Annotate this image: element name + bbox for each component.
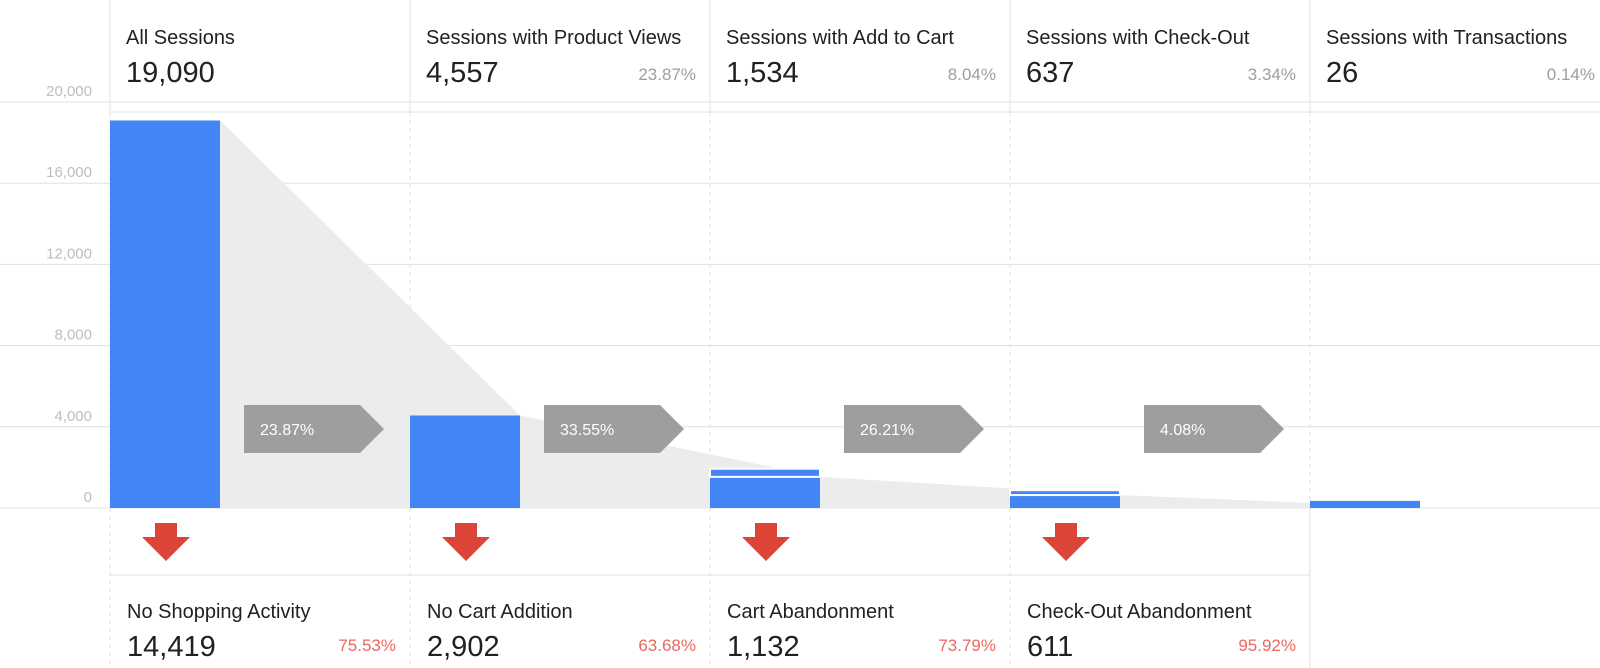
conversion-rate: 26.21% — [860, 422, 914, 439]
drop-arrow-icon — [742, 523, 790, 561]
stage-label: Sessions with Transactions — [1326, 27, 1567, 49]
y-tick-label: 0 — [84, 489, 92, 506]
stage-label: Sessions with Product Views — [426, 27, 681, 49]
drop-arrow-icon — [1042, 523, 1090, 561]
bar-5[interactable] — [1310, 500, 1420, 508]
abandonment-label: No Cart Addition — [427, 601, 573, 623]
stage-label: Sessions with Check-Out — [1026, 27, 1250, 49]
y-tick-label: 4,000 — [54, 408, 92, 425]
abandonment-rate: 63.68% — [638, 636, 696, 655]
abandonment-value: 14,419 — [127, 631, 216, 663]
stage-value: 1,534 — [726, 57, 799, 89]
conversion-arrow — [544, 405, 684, 453]
y-tick-label: 20,000 — [46, 83, 92, 100]
abandonment-value: 2,902 — [427, 631, 500, 663]
drop-arrow-icon — [442, 523, 490, 561]
conversion-rate: 33.55% — [560, 422, 614, 439]
conversion-rate: 4.08% — [1160, 422, 1205, 439]
stage-rate: 23.87% — [638, 65, 696, 84]
abandonment-value: 1,132 — [727, 631, 800, 663]
stage-value: 637 — [1026, 57, 1074, 89]
conversion-arrow — [844, 405, 984, 453]
abandonment-value: 611 — [1027, 631, 1073, 663]
y-tick-label: 12,000 — [46, 245, 92, 262]
abandonment-label: No Shopping Activity — [127, 601, 310, 623]
stage-label: All Sessions — [126, 27, 235, 49]
drop-arrow-icon — [142, 523, 190, 561]
stage-value: 26 — [1326, 57, 1358, 89]
conversion-arrow — [244, 405, 384, 453]
bar-3[interactable] — [710, 476, 820, 508]
stage-rate: 8.04% — [948, 65, 996, 84]
y-tick-label: 16,000 — [46, 164, 92, 181]
stage-label: Sessions with Add to Cart — [726, 27, 954, 49]
conversion-rate: 23.87% — [260, 422, 314, 439]
bar-4[interactable] — [1010, 495, 1120, 508]
abandonment-rate: 75.53% — [338, 636, 396, 655]
bar-1[interactable] — [110, 120, 220, 509]
abandonment-label: Cart Abandonment — [727, 601, 894, 623]
stage-rate: 3.34% — [1248, 65, 1296, 84]
abandonment-rate: 95.92% — [1238, 636, 1296, 655]
bar-4-segment-2[interactable] — [1009, 489, 1121, 497]
bar-2[interactable] — [410, 415, 520, 508]
stage-value: 19,090 — [126, 57, 215, 89]
stage-value: 4,557 — [426, 57, 499, 89]
y-tick-label: 8,000 — [54, 327, 92, 344]
stage-rate: 0.14% — [1547, 65, 1595, 84]
abandonment-label: Check-Out Abandonment — [1027, 601, 1252, 623]
abandonment-rate: 73.79% — [938, 636, 996, 655]
conversion-arrow — [1144, 405, 1284, 453]
bar-3-segment-2[interactable] — [709, 467, 821, 478]
